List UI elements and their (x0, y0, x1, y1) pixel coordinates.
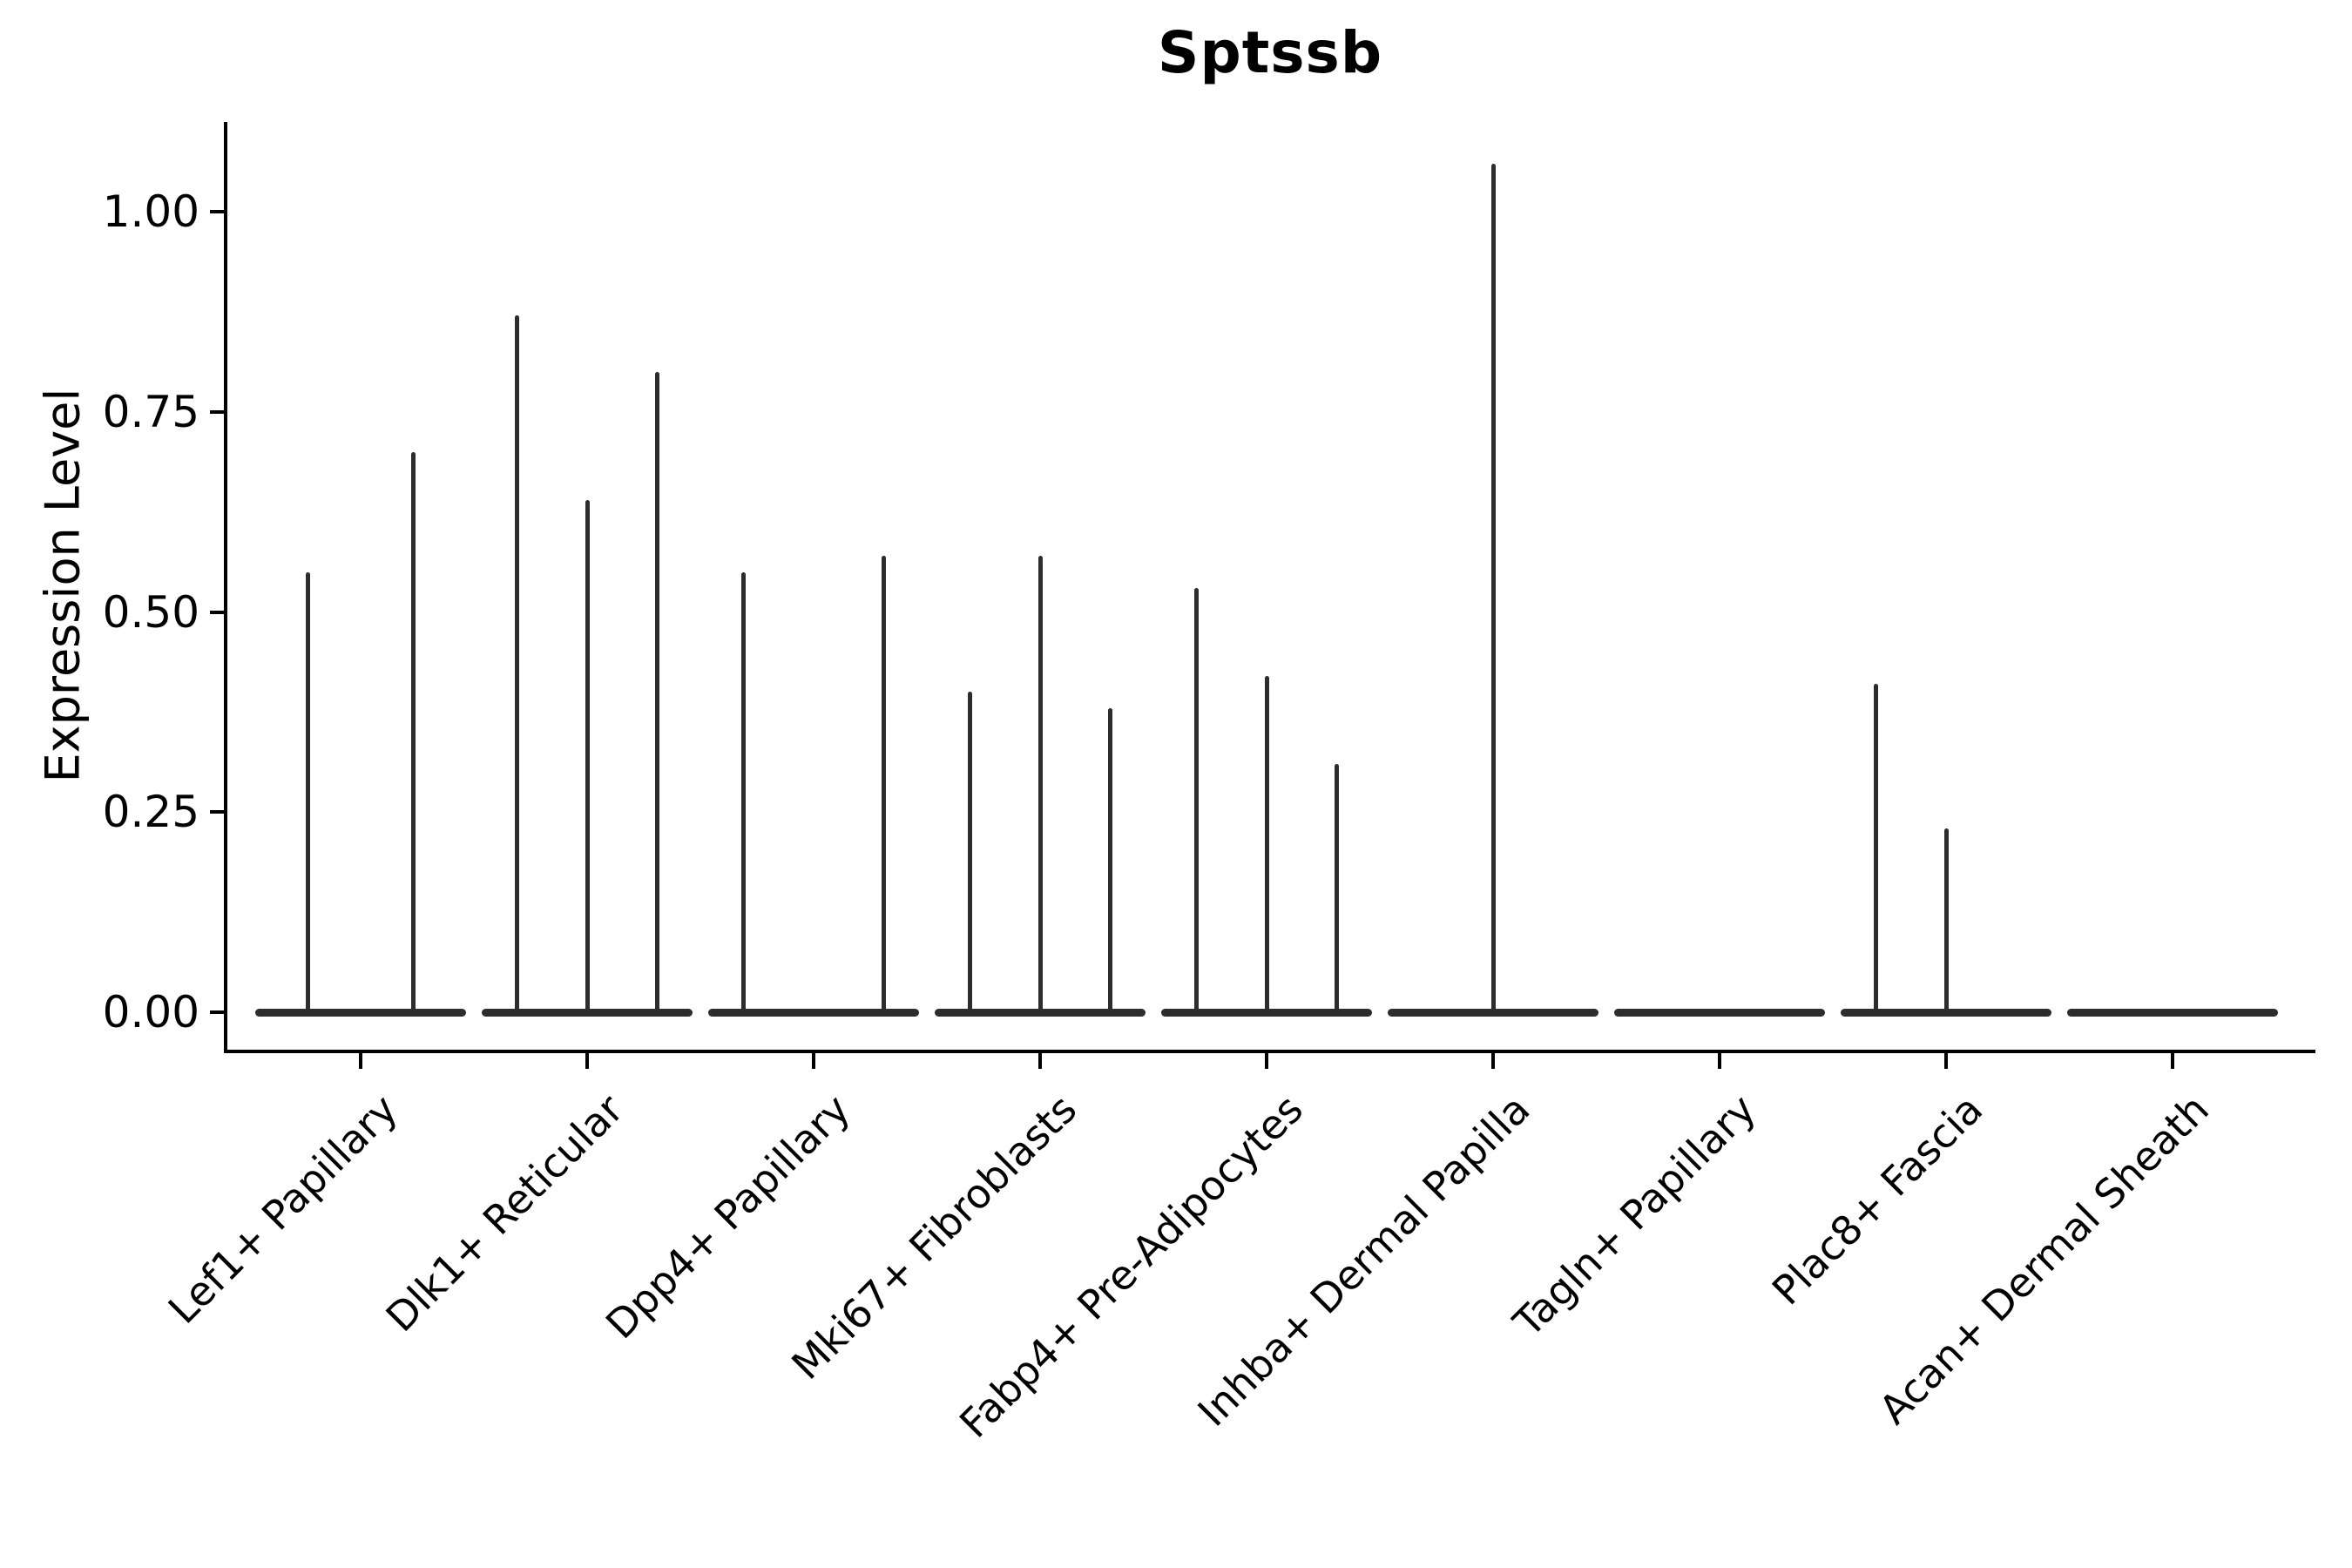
y-tick-label: 0.75 (102, 386, 199, 437)
x-tick-mark (1944, 1053, 1948, 1069)
violin-baseline (1161, 1008, 1372, 1017)
violin-spike (1108, 707, 1113, 1012)
violin-spike (585, 499, 590, 1012)
violin-baseline (482, 1008, 693, 1017)
violin-spike (411, 451, 416, 1012)
x-tick-mark (1265, 1053, 1268, 1069)
x-tick-mark (2171, 1053, 2174, 1069)
violin-spike (882, 556, 887, 1012)
violin-spike (514, 315, 519, 1012)
y-axis-label: Expression Level (35, 388, 91, 783)
y-tick-mark (210, 210, 224, 213)
y-tick-label: 0.25 (102, 787, 199, 838)
y-tick-label: 0.00 (102, 987, 199, 1037)
violin-spike (655, 371, 660, 1012)
x-tick-label: Plac8+ Fascia (1762, 1085, 1992, 1315)
violin-spike (1873, 684, 1878, 1012)
violin-spike (306, 571, 310, 1012)
violin-baseline (2067, 1008, 2278, 1017)
x-tick-mark (359, 1053, 362, 1069)
violin-spike (1037, 556, 1043, 1012)
y-tick-mark (210, 610, 224, 614)
x-tick-mark (585, 1053, 589, 1069)
violin-baseline (1614, 1008, 1825, 1017)
violin-spike (1264, 676, 1269, 1012)
violin-spike (1193, 587, 1199, 1012)
y-axis-spine (224, 122, 227, 1052)
x-tick-label: Tagln+ Papillary (1504, 1085, 1766, 1346)
violin-baseline (1841, 1008, 2051, 1017)
x-tick-label: Dpp4+ Papillary (596, 1085, 860, 1348)
x-tick-mark (1718, 1053, 1721, 1069)
x-tick-mark (812, 1053, 815, 1069)
violin-baseline (708, 1008, 919, 1017)
x-tick-mark (1038, 1053, 1042, 1069)
violin-spike (1335, 764, 1340, 1012)
x-axis-spine (224, 1050, 2315, 1053)
chart-title: Sptssb (1157, 19, 1383, 86)
y-tick-label: 0.50 (102, 586, 199, 638)
violin-spike (1490, 163, 1496, 1012)
violin-baseline (935, 1008, 1146, 1017)
x-tick-label: Lef1+ Papillary (159, 1085, 407, 1333)
x-tick-mark (1491, 1053, 1495, 1069)
violin-spike (967, 692, 972, 1012)
violin-baseline (1388, 1008, 1598, 1017)
violin-spike (1943, 828, 1949, 1012)
y-tick-mark (210, 1010, 224, 1014)
violin-spike (740, 571, 746, 1012)
x-tick-label: Dlk1+ Reticular (376, 1085, 633, 1342)
violin-baseline (255, 1008, 466, 1017)
y-tick-label: 1.00 (102, 186, 199, 237)
y-tick-mark (210, 810, 224, 814)
y-tick-mark (210, 409, 224, 414)
